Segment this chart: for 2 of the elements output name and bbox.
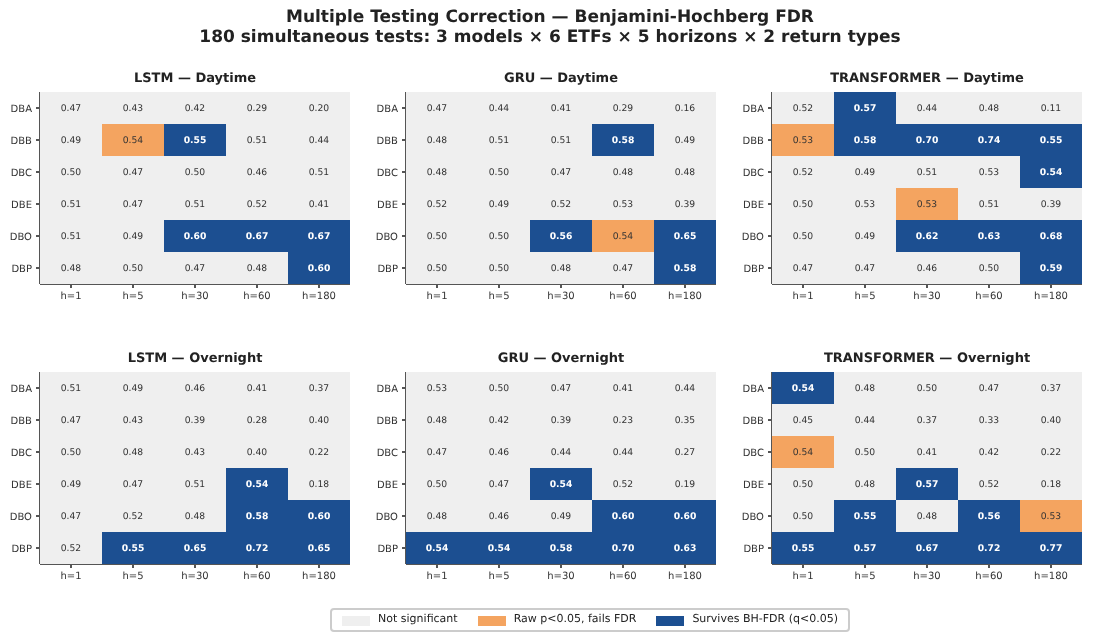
text: 180 simultaneous tests: 3 models × 6 ETFs × 5 horizons × 2 return types bbox=[197, 28, 903, 48]
text: Multiple Testing Correction — Benjamini-Hochberg FDR bbox=[284, 8, 816, 28]
